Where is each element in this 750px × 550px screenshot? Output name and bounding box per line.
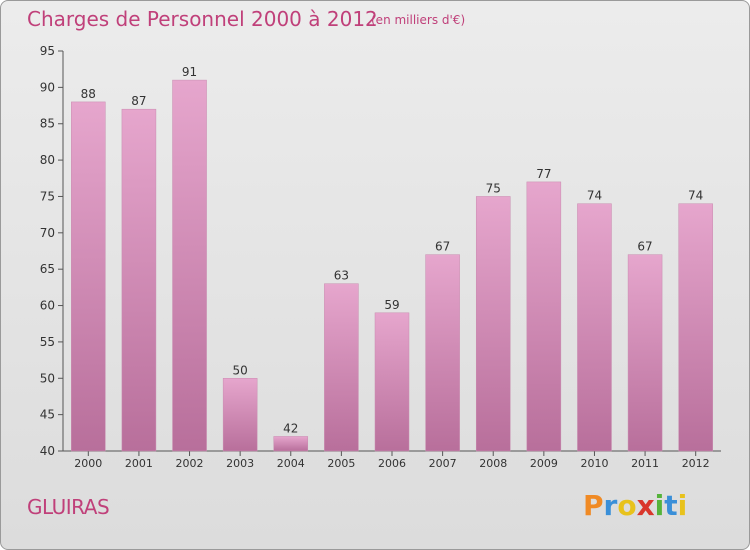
- x-tick-label: 2006: [378, 457, 406, 470]
- y-tick-label: 55: [40, 335, 55, 349]
- y-tick-label: 95: [40, 44, 55, 58]
- y-tick-label: 50: [40, 371, 55, 385]
- x-tick-label: 2001: [125, 457, 153, 470]
- bar-value-label: 67: [435, 240, 450, 254]
- y-tick-label: 70: [40, 226, 55, 240]
- bar: [678, 203, 713, 452]
- x-tick-label: 2009: [530, 457, 558, 470]
- bar-value-label: 74: [688, 189, 703, 203]
- bar: [425, 254, 460, 452]
- y-tick-label: 75: [40, 189, 55, 203]
- bar: [222, 378, 258, 452]
- logo-letter: o: [617, 489, 637, 522]
- bar: [374, 312, 410, 452]
- logo-letter: r: [603, 489, 618, 522]
- logo-letter: i: [677, 489, 688, 522]
- x-tick-label: 2005: [327, 457, 355, 470]
- bar-value-label: 50: [233, 363, 248, 377]
- x-tick-label: 2010: [580, 457, 608, 470]
- x-tick-label: 2000: [74, 457, 102, 470]
- y-tick-label: 45: [40, 408, 55, 422]
- logo-letter: P: [583, 489, 604, 522]
- y-tick-label: 80: [40, 153, 55, 167]
- bar-value-label: 75: [486, 181, 501, 195]
- bar: [172, 79, 207, 452]
- bar-value-label: 91: [182, 65, 197, 79]
- bar: [71, 101, 106, 452]
- x-tick-label: 2008: [479, 457, 507, 470]
- bar: [627, 254, 663, 452]
- bar: [475, 196, 511, 452]
- bars: 88 87 91 50 42 63 59 67 75 77 74 67 74: [71, 65, 713, 452]
- proxiti-logo: Proxiti: [583, 489, 687, 522]
- bar: [273, 436, 309, 452]
- y-tick-label: 65: [40, 262, 55, 276]
- bar-value-label: 42: [283, 421, 298, 435]
- bar: [526, 181, 562, 452]
- bar-value-label: 59: [384, 298, 399, 312]
- y-tick-label: 90: [40, 80, 55, 94]
- y-tick-label: 60: [40, 299, 55, 313]
- bar: [121, 108, 157, 452]
- bar-value-label: 87: [131, 94, 146, 108]
- bar-value-label: 77: [536, 167, 551, 181]
- x-tick-label: 2002: [176, 457, 204, 470]
- logo-letter: t: [664, 489, 678, 522]
- axes: 40 45 50 55 60 65 70 75 80 85 90 95 2000 2001 2002 2003…: [40, 44, 721, 470]
- x-tick-label: 2003: [226, 457, 254, 470]
- x-tick-label: 2004: [277, 457, 305, 470]
- bar: [324, 283, 359, 452]
- town-name: GLUIRAS: [27, 495, 110, 519]
- bar-value-label: 67: [637, 240, 652, 254]
- bar-value-label: 88: [81, 87, 96, 101]
- x-tick-label: 2011: [631, 457, 659, 470]
- logo-letter: i: [654, 489, 665, 522]
- chart-title: Charges de Personnel 2000 à 2012: [27, 7, 378, 31]
- logo-letter: x: [636, 489, 655, 522]
- x-tick-label: 2007: [429, 457, 457, 470]
- y-tick-label: 40: [40, 444, 55, 458]
- bar: [577, 203, 612, 452]
- bar-value-label: 63: [334, 269, 349, 283]
- bar-value-label: 74: [587, 189, 602, 203]
- y-tick-label: 85: [40, 117, 55, 131]
- x-tick-label: 2012: [682, 457, 710, 470]
- chart-subtitle: (en milliers d'€): [371, 13, 466, 27]
